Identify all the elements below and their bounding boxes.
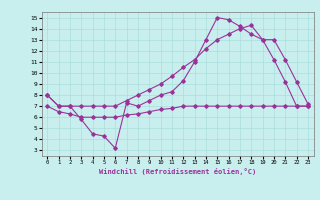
X-axis label: Windchill (Refroidissement éolien,°C): Windchill (Refroidissement éolien,°C) [99, 168, 256, 175]
